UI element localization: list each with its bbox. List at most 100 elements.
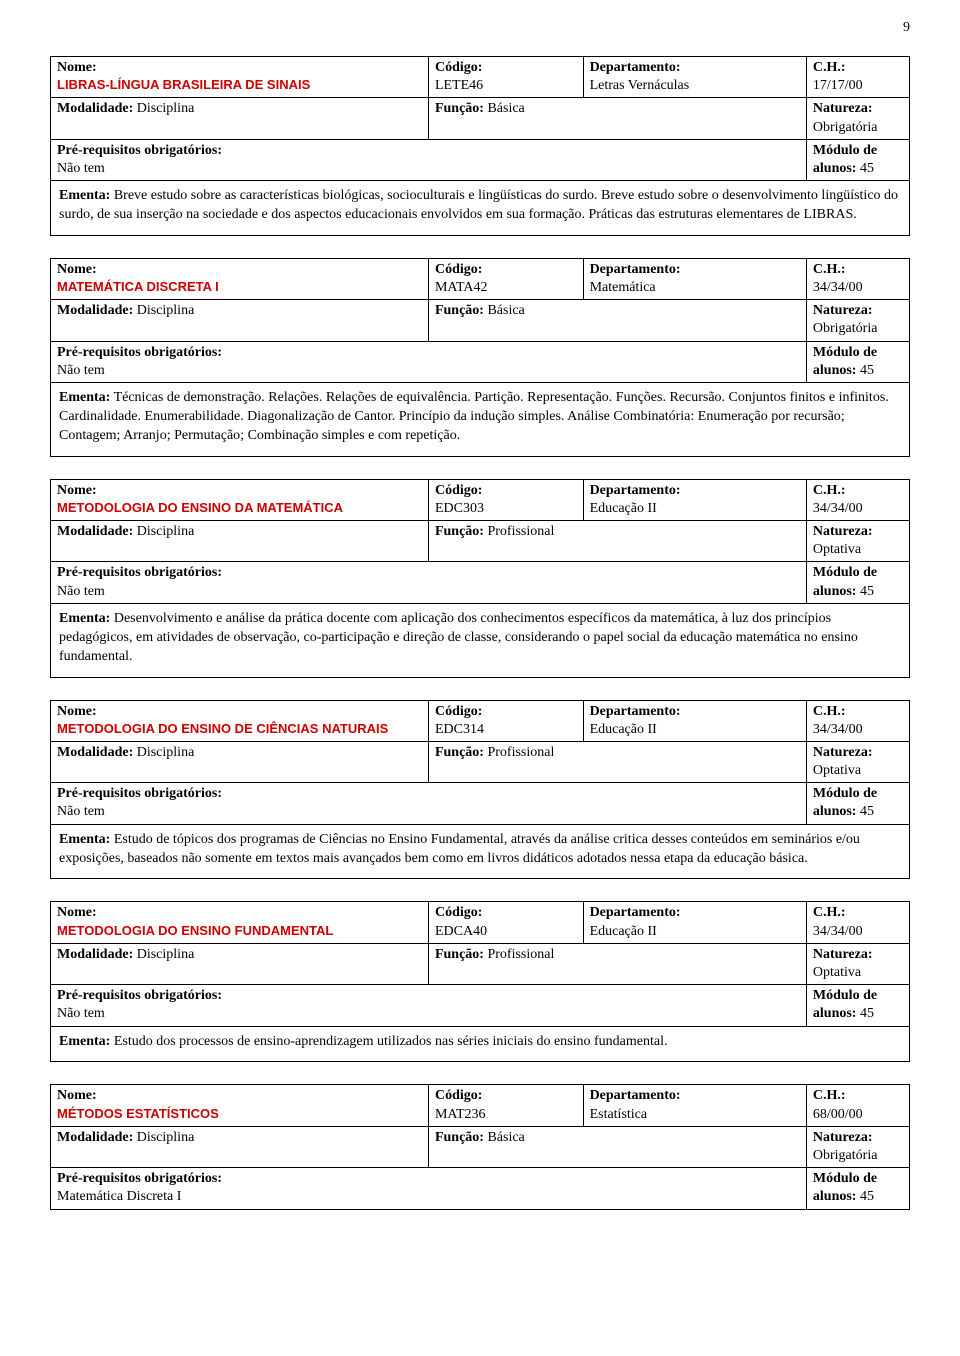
modalidade-label: Modalidade:: [57, 303, 133, 318]
codigo-label: Código:: [435, 483, 482, 498]
nome-label: Nome:: [57, 704, 97, 719]
course-block: Nome:MATEMÁTICA DISCRETA ICódigo:MATA42D…: [50, 258, 910, 457]
course-title: LIBRAS-LÍNGUA BRASILEIRA DE SINAIS: [57, 77, 310, 92]
nome-label: Nome:: [57, 60, 97, 75]
codigo-value: LETE46: [435, 78, 483, 93]
course-title: METODOLOGIA DO ENSINO DE CIÊNCIAS NATURA…: [57, 721, 388, 736]
departamento-value: Educação II: [590, 501, 657, 516]
nome-label: Nome:: [57, 905, 97, 920]
ch-cell: C.H.:34/34/00: [806, 700, 909, 741]
ementa-label: Ementa:: [59, 390, 110, 405]
natureza-value: Obrigatória: [813, 120, 878, 135]
natureza-label: Natureza:: [813, 1130, 873, 1145]
ch-cell: C.H.: 34/34/00: [806, 258, 909, 299]
departamento-cell: Departamento: Educação II: [583, 479, 806, 520]
ch-value: 34/34/00: [813, 722, 863, 737]
course-block: Nome: METODOLOGIA DO ENSINO DE CIÊNCIAS N…: [50, 700, 910, 880]
natureza-value: Optativa: [813, 763, 861, 778]
modalidade-value: Disciplina: [137, 101, 195, 116]
ch-label: C.H.:: [813, 1088, 846, 1103]
ch-label: C.H.:: [813, 262, 846, 277]
ementa-box: Ementa: Desenvolvimento e análise da prá…: [50, 604, 910, 678]
modalidade-cell: Modalidade: Disciplina: [51, 741, 429, 782]
course-table: Nome:MATEMÁTICA DISCRETA ICódigo:MATA42D…: [50, 258, 910, 383]
modulo-value: 45: [860, 1006, 874, 1021]
ementa-text: Estudo dos processos de ensino-aprendiza…: [114, 1034, 668, 1049]
funcao-value: Profissional: [487, 745, 554, 760]
prereq-cell: Pré-requisitos obrigatórios: Não tem: [51, 139, 807, 180]
funcao-cell: Função: Profissional: [428, 741, 806, 782]
funcao-value: Básica: [487, 303, 524, 318]
modulo-value: 45: [860, 363, 874, 378]
natureza-value: Optativa: [813, 965, 861, 980]
codigo-cell: Código:EDCA40: [428, 902, 583, 943]
natureza-value: Obrigatória: [813, 1148, 878, 1163]
nome-cell: Nome: METODOLOGIA DO ENSINO DE CIÊNCIAS N…: [51, 700, 429, 741]
ch-label: C.H.:: [813, 483, 846, 498]
ementa-text: Desenvolvimento e análise da prática doc…: [59, 611, 858, 664]
prereq-cell: Pré-requisitos obrigatórios:Matemática D…: [51, 1168, 807, 1209]
course-block: Nome: LIBRAS-LÍNGUA BRASILEIRA DE SINAIS C…: [50, 56, 910, 236]
modalidade-label: Modalidade:: [57, 1130, 133, 1145]
course-table: Nome: METODOLOGIA DO ENSINO DE CIÊNCIAS N…: [50, 700, 910, 825]
departamento-label: Departamento:: [590, 483, 681, 498]
ch-cell: C.H.: 17/17/00: [806, 57, 909, 98]
natureza-label: Natureza:: [813, 101, 873, 116]
funcao-cell: Função: Básica: [428, 1126, 806, 1167]
prereq-value: Não tem: [57, 804, 105, 819]
prereq-value: Não tem: [57, 363, 105, 378]
prereq-value: Não tem: [57, 584, 105, 599]
prereq-label: Pré-requisitos obrigatórios:: [57, 345, 222, 360]
ch-value: 34/34/00: [813, 924, 863, 939]
funcao-label: Função:: [435, 101, 484, 116]
ch-value: 34/34/00: [813, 280, 863, 295]
course-table: Nome:MÉTODOS ESTATÍSTICOSCódigo:MAT236De…: [50, 1084, 910, 1209]
modalidade-cell: Modalidade: Disciplina: [51, 98, 429, 139]
modulo-cell: Módulo de alunos: 45: [806, 562, 909, 603]
ch-label: C.H.:: [813, 905, 846, 920]
modalidade-cell: Modalidade: Disciplina: [51, 521, 429, 562]
modulo-cell: Módulo de alunos: 45: [806, 1168, 909, 1209]
funcao-value: Profissional: [487, 947, 554, 962]
course-table: Nome:METODOLOGIA DO ENSINO DA MATEMÁTICA…: [50, 479, 910, 604]
prereq-label: Pré-requisitos obrigatórios:: [57, 786, 222, 801]
departamento-value: Letras Vernáculas: [590, 78, 690, 93]
prereq-label: Pré-requisitos obrigatórios:: [57, 1171, 222, 1186]
ementa-box: Ementa: Estudo de tópicos dos programas …: [50, 825, 910, 880]
codigo-label: Código:: [435, 60, 482, 75]
natureza-value: Optativa: [813, 542, 861, 557]
departamento-label: Departamento:: [590, 262, 681, 277]
nome-label: Nome:: [57, 483, 97, 498]
codigo-cell: Código: LETE46: [428, 57, 583, 98]
ch-value: 17/17/00: [813, 78, 863, 93]
ch-value: 68/00/00: [813, 1107, 863, 1122]
ch-label: C.H.:: [813, 60, 846, 75]
departamento-cell: Departamento:Matemática: [583, 258, 806, 299]
prereq-label: Pré-requisitos obrigatórios:: [57, 988, 222, 1003]
nome-cell: Nome:MÉTODOS ESTATÍSTICOS: [51, 1085, 429, 1126]
prereq-cell: Pré-requisitos obrigatórios: Não tem: [51, 783, 807, 824]
modalidade-label: Modalidade:: [57, 745, 133, 760]
codigo-label: Código:: [435, 1088, 482, 1103]
prereq-cell: Pré-requisitos obrigatórios:Não tem: [51, 562, 807, 603]
prereq-cell: Pré-requisitos obrigatórios: Não tem: [51, 341, 807, 382]
departamento-value: Educação II: [590, 924, 657, 939]
modulo-value: 45: [860, 1189, 874, 1204]
departamento-cell: Departamento:Letras Vernáculas: [583, 57, 806, 98]
ch-cell: C.H.:34/34/00: [806, 479, 909, 520]
natureza-label: Natureza:: [813, 303, 873, 318]
modalidade-cell: Modalidade: Disciplina: [51, 300, 429, 341]
funcao-cell: Função: Básica: [428, 98, 806, 139]
natureza-label: Natureza:: [813, 947, 873, 962]
course-block: Nome:METODOLOGIA DO ENSINO DA MATEMÁTICA…: [50, 479, 910, 678]
course-title: MATEMÁTICA DISCRETA I: [57, 279, 219, 294]
codigo-cell: Código:EDC314: [428, 700, 583, 741]
codigo-cell: Código:EDC303: [428, 479, 583, 520]
ementa-box: Ementa: Breve estudo sobre as caracterís…: [50, 181, 910, 236]
codigo-value: MAT236: [435, 1107, 486, 1122]
natureza-cell: Natureza: Optativa: [806, 741, 909, 782]
modalidade-value: Disciplina: [137, 1130, 195, 1145]
prereq-cell: Pré-requisitos obrigatórios:Não tem: [51, 985, 807, 1026]
prereq-label: Pré-requisitos obrigatórios:: [57, 143, 222, 158]
prereq-value: Não tem: [57, 161, 105, 176]
